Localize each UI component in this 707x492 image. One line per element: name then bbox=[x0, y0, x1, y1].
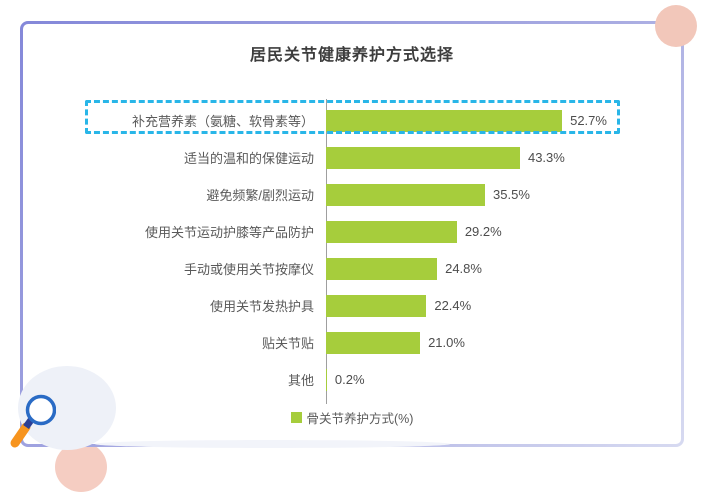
bar bbox=[326, 294, 427, 317]
legend-swatch-icon bbox=[290, 412, 302, 423]
bar-area: 24.8% bbox=[326, 257, 647, 280]
bar bbox=[326, 220, 457, 243]
chart-card: 居民关节健康养护方式选择 补充营养素（氨糖、软骨素等） 52.7% 适当的温和的保健… bbox=[20, 21, 684, 447]
value-label: 0.2% bbox=[334, 372, 365, 387]
category-label: 手动或使用关节按摩仪 bbox=[183, 262, 314, 277]
chart-row: 使用关节运动护膝等产品防护 29.2% bbox=[63, 213, 647, 250]
category-label: 使用关节运动护膝等产品防护 bbox=[144, 225, 314, 240]
category-label: 补充营养素（氨糖、软骨素等） bbox=[131, 114, 314, 129]
bar bbox=[326, 331, 421, 354]
bar-area: 43.3% bbox=[326, 146, 647, 169]
value-label: 35.5% bbox=[493, 187, 530, 202]
bar bbox=[326, 146, 520, 169]
chart-row: 手动或使用关节按摩仪 24.8% bbox=[63, 250, 647, 287]
bar bbox=[326, 257, 438, 280]
y-axis-line bbox=[326, 99, 327, 404]
value-label: 21.0% bbox=[428, 335, 465, 350]
bar-area: 22.4% bbox=[326, 294, 647, 317]
bar-area: 35.5% bbox=[326, 183, 647, 206]
chart-title: 居民关节健康养护方式选择 bbox=[249, 47, 454, 64]
legend-label: 骨关节养护方式(%) bbox=[306, 412, 414, 426]
value-label: 52.7% bbox=[570, 113, 607, 128]
bar-area: 29.2% bbox=[326, 220, 647, 243]
bar bbox=[326, 109, 563, 132]
legend: 骨关节养护方式(%) bbox=[23, 408, 681, 427]
category-label: 其他 bbox=[287, 373, 314, 388]
chart-row: 使用关节发热护具 22.4% bbox=[63, 287, 647, 324]
chart-rows: 补充营养素（氨糖、软骨素等） 52.7% 适当的温和的保健运动 43.3% 避免频繁/剧… bbox=[63, 102, 647, 398]
value-label: 43.3% bbox=[527, 150, 565, 165]
chart-row: 适当的温和的保健运动 43.3% bbox=[63, 139, 647, 176]
magnifier-icon bbox=[10, 394, 56, 448]
value-label: 29.2% bbox=[464, 224, 502, 239]
chart-row: 避免频繁/剧烈运动 35.5% bbox=[63, 176, 647, 213]
bar-area: 0.2% bbox=[326, 368, 647, 391]
category-label: 使用关节发热护具 bbox=[209, 299, 314, 314]
page: { "card": { "title": "居民关节健康养护方式选择" }, "… bbox=[10, 5, 697, 492]
value-label: 22.4% bbox=[434, 298, 472, 313]
streak-decoration bbox=[95, 440, 450, 448]
bar-area: 52.7% bbox=[326, 109, 647, 132]
bar bbox=[326, 183, 486, 206]
pink-circle-decoration bbox=[655, 5, 697, 47]
chart-row: 其他 0.2% bbox=[63, 361, 647, 398]
bar-chart: 补充营养素（氨糖、软骨素等） 52.7% 适当的温和的保健运动 43.3% 避免频繁/剧… bbox=[63, 99, 647, 404]
bar-area: 21.0% bbox=[326, 331, 647, 354]
category-label: 避免频繁/剧烈运动 bbox=[206, 188, 314, 203]
bar bbox=[326, 368, 327, 391]
chart-row: 贴关节贴 21.0% bbox=[63, 324, 647, 361]
category-label: 贴关节贴 bbox=[261, 336, 314, 351]
value-label: 24.8% bbox=[445, 261, 482, 276]
chart-row: 补充营养素（氨糖、软骨素等） 52.7% bbox=[63, 102, 647, 139]
category-label: 适当的温和的保健运动 bbox=[183, 151, 314, 166]
